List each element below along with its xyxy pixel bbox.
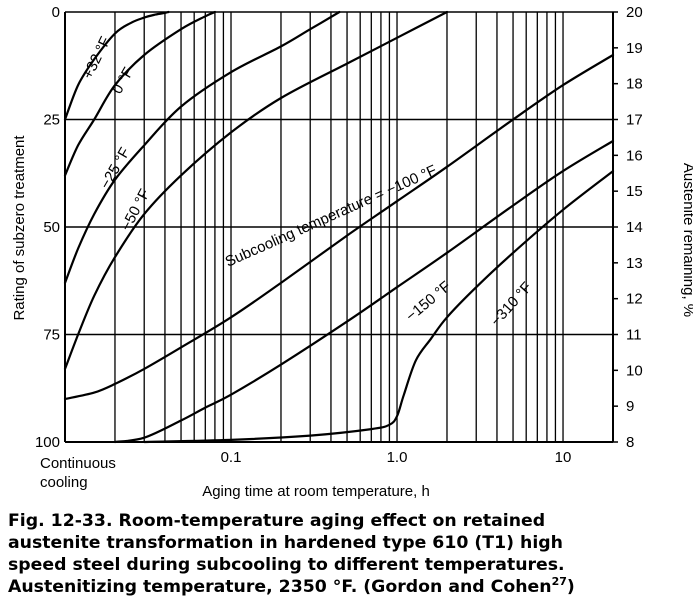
y-right-tick-label: 13 bbox=[626, 255, 643, 272]
caption-line-4-end: ) bbox=[566, 577, 575, 597]
figure-caption: Fig. 12-33. Room-temperature aging effec… bbox=[8, 510, 688, 598]
curve-label-minus25: −25 °F bbox=[97, 145, 134, 192]
y-right-tick-label: 11 bbox=[626, 327, 642, 344]
y-right-tick-label: 9 bbox=[626, 398, 634, 415]
series-line-subcooling-temperature-minus100-f bbox=[63, 53, 615, 401]
series-line-plus32-f bbox=[63, 10, 170, 121]
y-right-tick-label: 16 bbox=[626, 147, 643, 164]
x-tick-label: 0.1 bbox=[221, 449, 242, 466]
x-origin-label-line2: cooling bbox=[40, 474, 88, 491]
y-right-tick-label: 12 bbox=[626, 291, 643, 308]
y-right-tick-label: 19 bbox=[626, 40, 643, 57]
caption-line-4: Austenitizing temperature, 2350 °F. (Gor… bbox=[8, 577, 552, 597]
y-right-tick-label: 20 bbox=[626, 4, 643, 21]
series-line-minus310-f bbox=[143, 170, 615, 444]
y-right-tick-label: 17 bbox=[626, 112, 643, 129]
series-line-minus25-f bbox=[63, 10, 341, 284]
y-right-tick-label: 14 bbox=[626, 219, 643, 236]
chart-area: 0 25 50 75 100 0.1 1.0 10 8 9 10 11 12 13 14 15 16 17 18 19… bbox=[11, 4, 693, 500]
y-axis-label-left: Rating of subzero treatment bbox=[11, 135, 28, 321]
y-right-tick-label: 18 bbox=[626, 76, 643, 93]
curve-label-minus310: −310 °F bbox=[487, 279, 535, 330]
x-origin-label-line1: Continuous bbox=[40, 455, 116, 472]
series-line-minus150-f bbox=[113, 139, 615, 444]
x-axis-label: Aging time at room temperature, h bbox=[202, 483, 430, 500]
y-left-tick-label: 50 bbox=[43, 219, 60, 236]
caption-reference: 27 bbox=[551, 575, 567, 589]
curve-label-plus32: +32 °F bbox=[79, 34, 114, 82]
y-left-tick-label: 100 bbox=[35, 434, 60, 451]
y-right-tick-label: 10 bbox=[626, 362, 643, 379]
x-tick-label: 1.0 bbox=[387, 449, 408, 466]
caption-line-1: Fig. 12-33. Room-temperature aging effec… bbox=[8, 511, 546, 531]
grid-lines bbox=[65, 12, 613, 442]
y-left-tick-label: 0 bbox=[52, 4, 60, 21]
series-line-minus50-f bbox=[63, 10, 449, 370]
caption-line-3: speed steel during subcooling to differe… bbox=[8, 555, 565, 575]
y-axis-label-right: Austenite remaining, % bbox=[680, 163, 693, 317]
y-left-tick-label: 25 bbox=[43, 112, 60, 129]
series-line-0-f bbox=[63, 10, 216, 177]
tick-labels: 0 25 50 75 100 0.1 1.0 10 8 9 10 11 12 13 14 15 16 17 18 19… bbox=[35, 4, 643, 466]
caption-line-2: austenite transformation in hardened typ… bbox=[8, 533, 563, 553]
x-tick-label: 10 bbox=[555, 449, 572, 466]
curves bbox=[63, 10, 615, 444]
y-right-tick-label: 15 bbox=[626, 183, 643, 200]
curve-label-0: 0 °F bbox=[109, 65, 138, 97]
y-right-tick-label: 8 bbox=[626, 434, 634, 451]
y-left-tick-label: 75 bbox=[43, 327, 60, 344]
